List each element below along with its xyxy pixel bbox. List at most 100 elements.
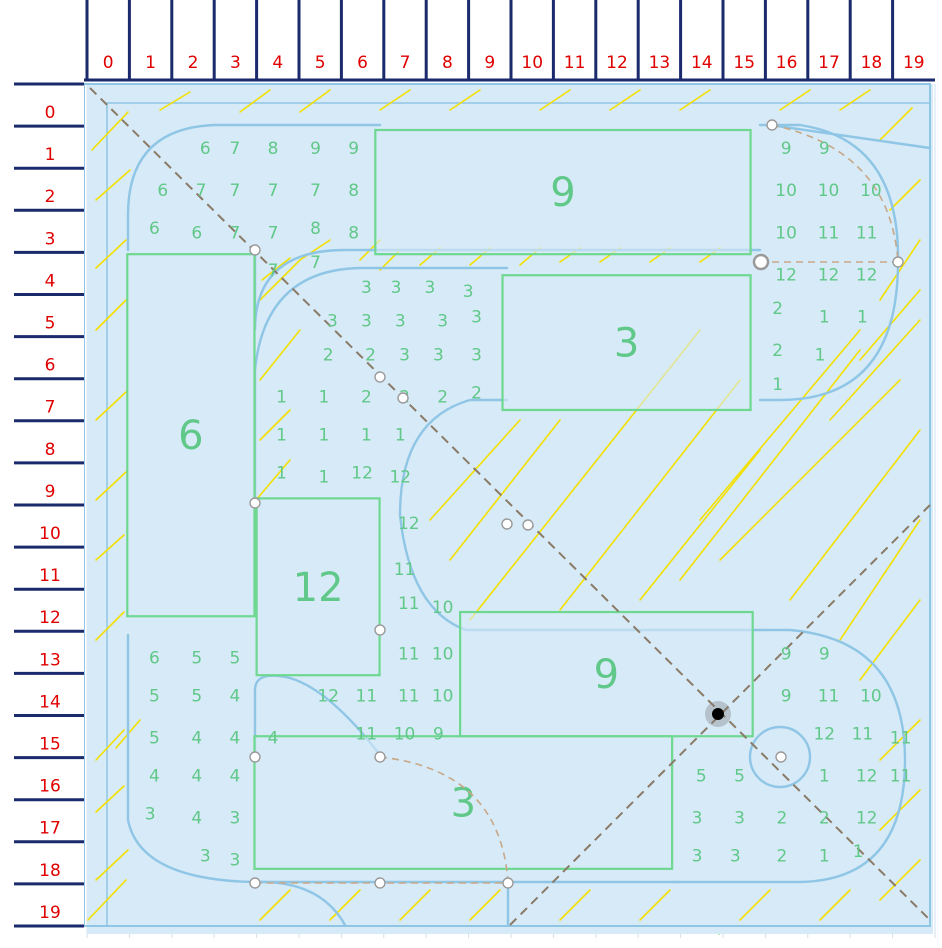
cell-number: 10 bbox=[394, 724, 416, 744]
row-label: 5 bbox=[45, 314, 56, 334]
cell-number: 9 bbox=[781, 139, 792, 159]
rail-curve bbox=[768, 123, 932, 150]
cell-number: 2 bbox=[776, 846, 787, 866]
cell-number: 3 bbox=[200, 846, 211, 866]
hatch-stroke bbox=[889, 179, 921, 211]
hatch-stroke bbox=[379, 89, 411, 111]
curve-dashed-bottom bbox=[379, 756, 509, 883]
rect-right-3 bbox=[501, 274, 752, 412]
cell-number: 4 bbox=[191, 766, 202, 786]
hatch-stroke bbox=[95, 169, 131, 201]
cell-number: 1 bbox=[819, 766, 830, 786]
cell-number: 2 bbox=[471, 383, 482, 403]
cell-number: 8 bbox=[348, 223, 359, 243]
cell-number: 1 bbox=[361, 425, 372, 445]
cell-number: 10 bbox=[432, 686, 454, 706]
column-label: 0 bbox=[103, 53, 114, 73]
cell-number: 11 bbox=[890, 766, 912, 786]
rect-top-9 bbox=[374, 128, 752, 256]
cell-number: 3 bbox=[730, 846, 741, 866]
cell-number: 3 bbox=[433, 345, 444, 365]
row-label: 0 bbox=[45, 103, 56, 123]
control-point bbox=[374, 371, 386, 383]
cell-number: 5 bbox=[696, 766, 707, 786]
control-point bbox=[766, 119, 778, 131]
cell-number: 1 bbox=[319, 425, 330, 445]
cell-number: 4 bbox=[191, 808, 202, 828]
cell-number: 6 bbox=[200, 139, 211, 159]
hatch-stroke bbox=[95, 239, 127, 269]
cell-number: 5 bbox=[149, 686, 160, 706]
cell-number: 1 bbox=[319, 467, 330, 487]
cell-number: 4 bbox=[268, 729, 279, 749]
hatch-stroke bbox=[679, 349, 861, 581]
hatch-stroke bbox=[879, 107, 913, 141]
column-label: 5 bbox=[315, 53, 326, 73]
cell-number: 3 bbox=[471, 345, 482, 365]
cell-numbers: 6789967777866778877333333333223331122221… bbox=[145, 139, 912, 870]
control-point bbox=[249, 497, 261, 509]
column-label: 14 bbox=[691, 53, 713, 73]
cell-number: 7 bbox=[230, 139, 241, 159]
diagonal-dashed-secondary bbox=[509, 504, 931, 926]
hatch-stroke bbox=[609, 89, 641, 111]
cell-number: 2 bbox=[776, 808, 787, 828]
cell-number: 1 bbox=[276, 387, 287, 407]
cell-number: 5 bbox=[230, 649, 241, 669]
cell-number: 10 bbox=[860, 686, 882, 706]
row-label: 6 bbox=[45, 356, 56, 376]
cell-number: 3 bbox=[692, 808, 703, 828]
hatch-stroke bbox=[329, 889, 361, 921]
cell-number: 2 bbox=[365, 345, 376, 365]
cell-number: 10 bbox=[775, 223, 797, 243]
column-label: 8 bbox=[442, 53, 453, 73]
cell-number: 6 bbox=[149, 219, 160, 239]
hatch-stroke bbox=[449, 419, 561, 561]
rect-top-9-label: 9 bbox=[550, 170, 575, 216]
cell-number: 8 bbox=[310, 219, 321, 239]
board-border-inner bbox=[106, 102, 931, 927]
rail-curve bbox=[253, 674, 382, 760]
hatch-stroke bbox=[399, 889, 431, 921]
cell-number: 12 bbox=[389, 467, 411, 487]
hatch-stroke bbox=[159, 91, 191, 111]
cell-number: 9 bbox=[819, 644, 830, 664]
control-point bbox=[249, 751, 261, 763]
row-label: 17 bbox=[39, 819, 61, 839]
cell-number: 5 bbox=[191, 649, 202, 669]
cell-number: 11 bbox=[398, 686, 420, 706]
cell-number: 3 bbox=[692, 846, 703, 866]
diagonal-dashed-main bbox=[89, 87, 931, 921]
hatch-stroke bbox=[95, 849, 129, 881]
hatch-stroke bbox=[539, 89, 571, 111]
cell-number: 11 bbox=[852, 724, 874, 744]
hatch-stroke bbox=[679, 89, 711, 111]
hatch-stroke bbox=[95, 611, 125, 641]
cell-number: 2 bbox=[819, 808, 830, 828]
cell-number: 1 bbox=[815, 345, 826, 365]
cell-number: 8 bbox=[348, 181, 359, 201]
column-label: 4 bbox=[272, 53, 283, 73]
control-point bbox=[374, 624, 386, 636]
hatch-stroke bbox=[299, 239, 331, 261]
column-label: 15 bbox=[733, 53, 755, 73]
hatch-stroke bbox=[95, 391, 127, 421]
column-label: 12 bbox=[606, 53, 628, 73]
cell-number: 10 bbox=[432, 598, 454, 618]
cell-number: 11 bbox=[398, 644, 420, 664]
rect-mid-9 bbox=[459, 610, 754, 738]
control-point bbox=[397, 392, 409, 404]
hatch-stroke bbox=[259, 409, 291, 441]
cell-number: 5 bbox=[734, 766, 745, 786]
rect-left-6 bbox=[126, 253, 256, 618]
cell-number: 1 bbox=[772, 375, 783, 395]
hatch-stroke bbox=[879, 719, 921, 761]
cell-number: 6 bbox=[149, 649, 160, 669]
rail-curve bbox=[398, 398, 509, 632]
cell-number: 10 bbox=[860, 181, 882, 201]
cell-number: 9 bbox=[348, 139, 359, 159]
hatch-stroke bbox=[779, 89, 811, 111]
cell-number: 11 bbox=[818, 223, 840, 243]
control-point bbox=[249, 877, 261, 889]
